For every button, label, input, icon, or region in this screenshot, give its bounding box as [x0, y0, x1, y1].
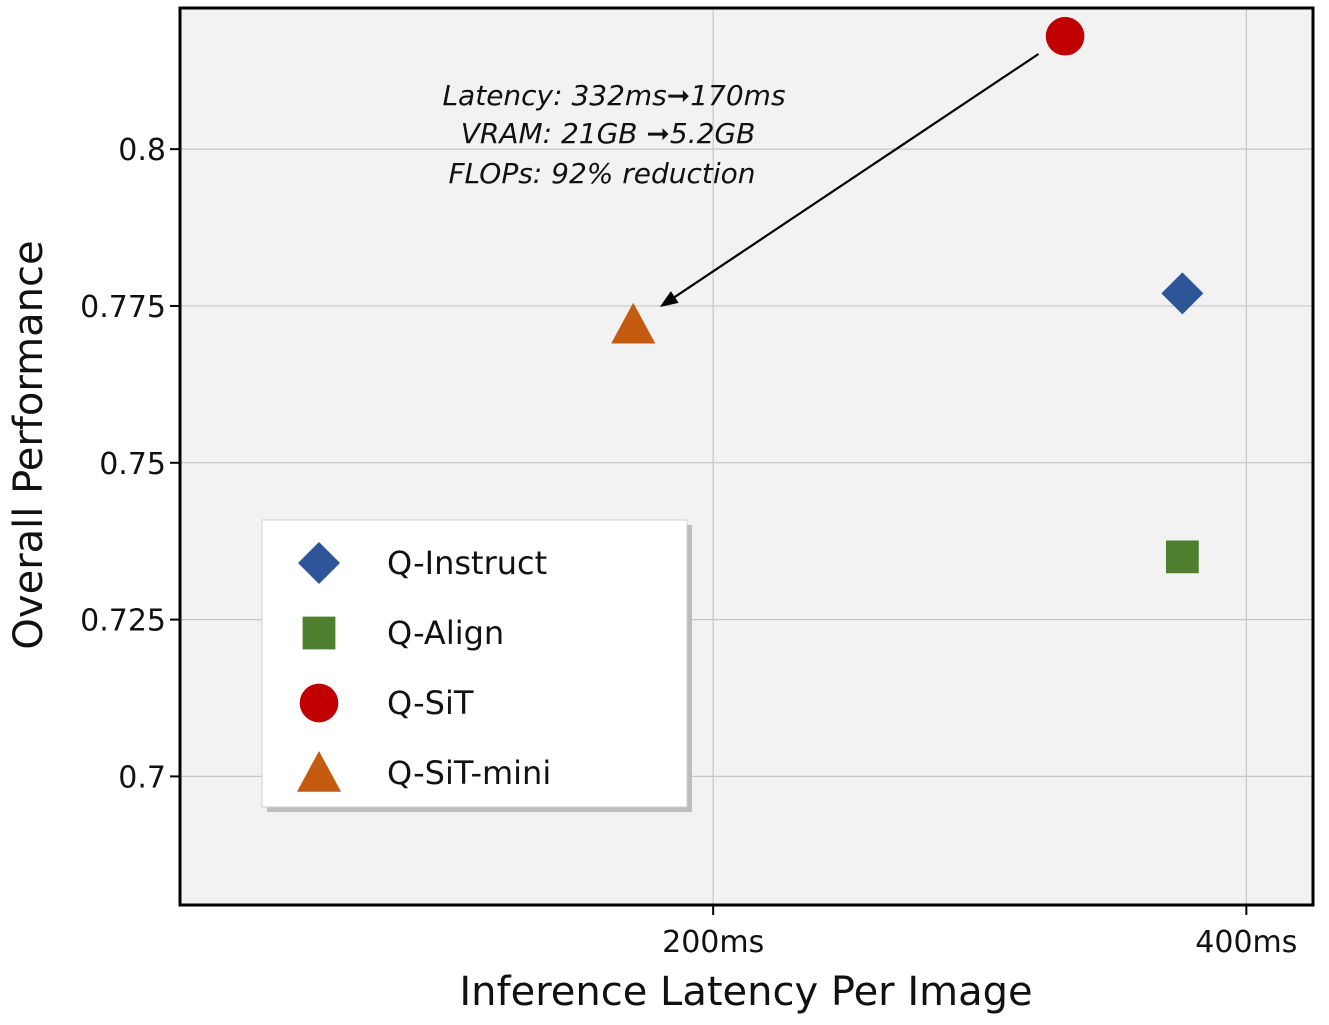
point-q-sit-mini — [611, 302, 656, 344]
arrow-shaft — [667, 53, 1040, 303]
x-tick-label: 400ms — [1195, 925, 1297, 960]
legend-marker-q-sit — [299, 683, 339, 723]
plot-frame — [178, 6, 1315, 907]
x-axis: 200ms 400ms — [662, 905, 1297, 960]
legend-marker-q-align — [302, 616, 336, 650]
y-tick-label: 0.725 — [80, 604, 166, 639]
annotation-line-1: Latency: 332ms➞170ms — [442, 79, 785, 112]
annotation-arrow — [659, 53, 1040, 307]
legend-label: Q-Instruct — [387, 544, 547, 582]
y-tick-label: 0.7 — [118, 760, 166, 795]
x-axis-title: Inference Latency Per Image — [459, 969, 1032, 1015]
y-tick-label: 0.75 — [99, 447, 166, 482]
y-tick-label: 0.775 — [80, 290, 166, 325]
legend-marker-q-sit-mini — [296, 750, 342, 792]
legend-label: Q-SiT-mini — [387, 754, 551, 792]
legend-label: Q-SiT — [387, 684, 474, 722]
annotation-line-2: VRAM: 21GB ➞5.2GB — [461, 117, 756, 150]
y-axis-title: Overall Performance — [6, 240, 52, 649]
legend-marker-q-instruct — [298, 542, 340, 584]
data-points — [611, 16, 1204, 574]
annotation: Latency: 332ms➞170ms VRAM: 21GB ➞5.2GB F… — [442, 79, 785, 190]
point-q-align — [1165, 540, 1199, 574]
y-tick-label: 0.8 — [118, 133, 166, 168]
point-q-sit — [1045, 16, 1085, 56]
legend-label: Q-Align — [387, 614, 504, 652]
arrow-head — [659, 291, 679, 307]
point-q-instruct — [1161, 272, 1204, 315]
x-tick-label: 200ms — [662, 925, 764, 960]
legend: Q-Instruct Q-Align Q-SiT Q-SiT-mini — [261, 519, 692, 812]
annotation-line-3: FLOPs: 92% reduction — [448, 157, 755, 190]
y-axis: 0.7 0.725 0.75 0.775 0.8 — [80, 133, 180, 795]
